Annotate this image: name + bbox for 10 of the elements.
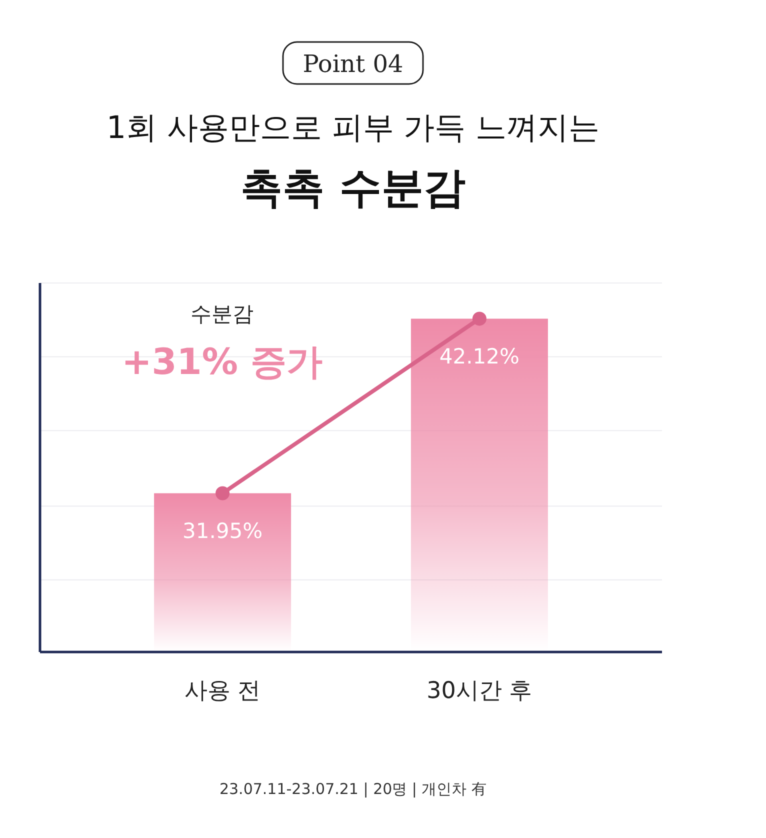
data-label: 42.12% <box>439 344 520 369</box>
badge: Point 04 <box>282 41 424 85</box>
x-tick-label: 사용 전 <box>184 678 261 704</box>
annotation: 수분감 <box>190 302 254 326</box>
subtitle: 촉촉 수분감 <box>240 163 466 212</box>
text: 23.07.11-23.07.21 | 20명 | 개인차 有 <box>219 780 487 798</box>
data-label: 31.95% <box>182 519 263 544</box>
annotation: +31% 증가 <box>122 342 322 383</box>
title: 1회 사용만으로 피부 가득 느껴지는 <box>106 110 600 146</box>
x-tick-label: 30시간 후 <box>426 678 532 704</box>
